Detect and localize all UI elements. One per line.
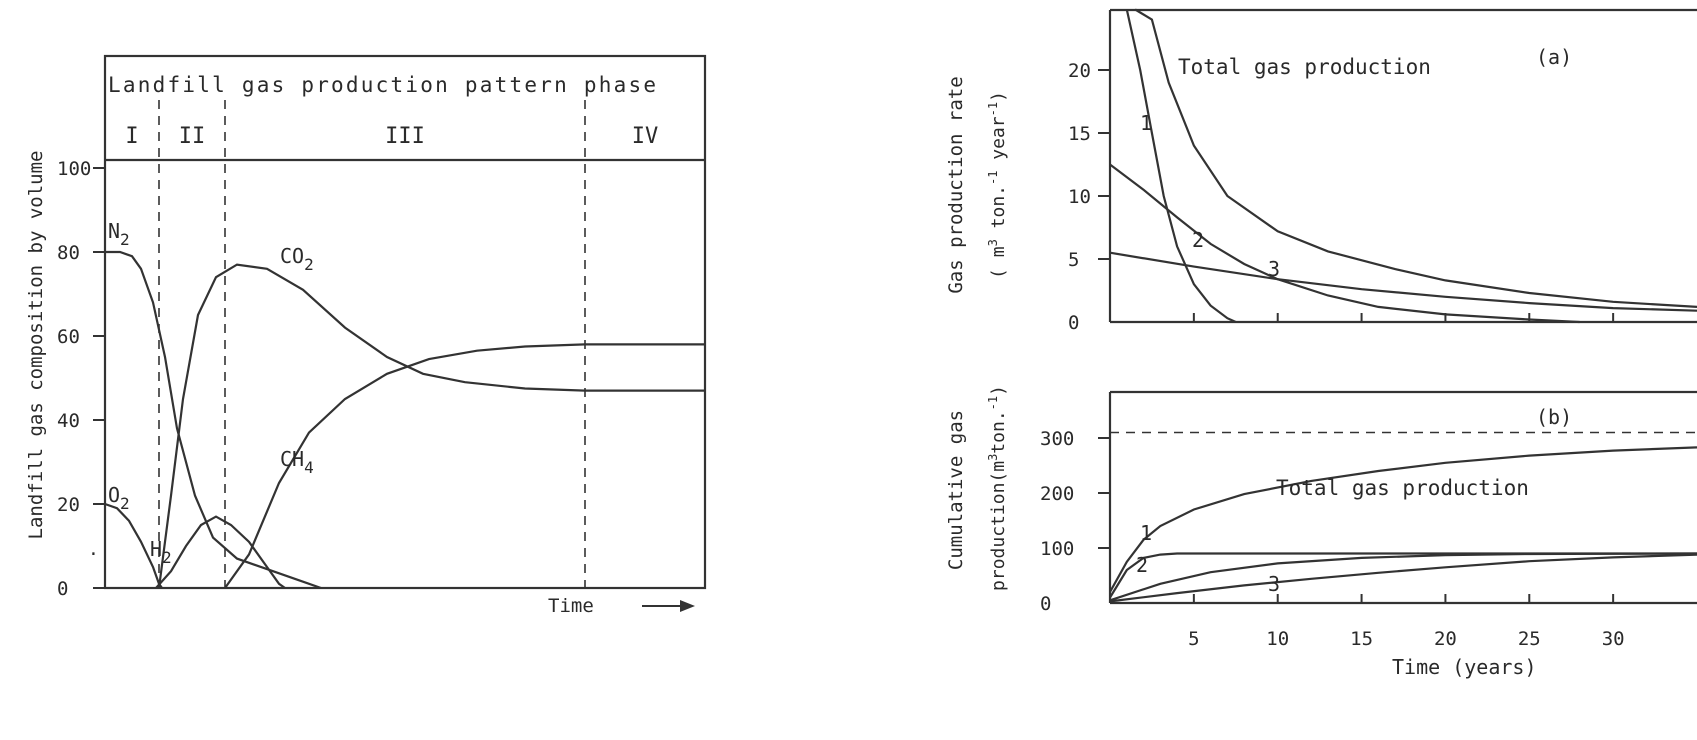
b-series-label-1: 1 [1140,521,1152,545]
b-ytick-label: 100 [1040,538,1074,560]
b-series-label-2: 2 [1136,553,1148,577]
left-ytick-label: 20 [57,494,80,516]
a-ytick-label: 5 [1068,249,1079,271]
series-label-ch4: CH4 [280,447,314,477]
series-ch4-line [224,343,705,589]
b-series-3-line [1109,553,1697,603]
left-ytick-label: 0 [57,578,68,600]
left-ytick-label: 60 [57,326,80,348]
a-ylabel-units: ( m3 ton.-1 year-1) [986,91,1009,279]
series-n2-line [105,250,322,590]
b-series-total-gas-production-line [1109,446,1697,593]
series-h2-line [155,515,286,589]
b-series-1-line [1109,552,1697,599]
b-ylabel: Cumulative gas [945,410,967,570]
phase-label-I: I [125,124,138,149]
a-series-total-gas-production-line [1134,8,1697,308]
a-series-1-line [1125,9,1237,324]
left-ylabel: Landfill gas composition by volume [25,151,47,540]
a-panel-label: (a) [1536,45,1572,69]
chart-b: 0 100 200 300 5 10 15 20 25 30 1 2 3 (b) Total gas… [945,385,1697,679]
b-panel-label: (b) [1536,405,1572,429]
chart-a: 0 5 10 15 20 1 2 3 (a) Total gas production Ga… [945,8,1697,334]
b-xlabel: Time (years) [1392,655,1537,679]
left-plot-frame [103,54,707,590]
a-series-3-line [1109,251,1697,312]
a-annotation: Total gas production [1178,55,1431,79]
series-co2-line [157,263,705,589]
a-ytick-label: 10 [1068,186,1091,208]
series-label-n2: N2 [108,219,130,249]
b-xtick-label: 30 [1602,628,1625,650]
phase-label-II: II [179,124,206,149]
b-series-label-3: 3 [1268,572,1280,596]
b-ytick-label: 200 [1040,483,1074,505]
left-xlabel: Time [548,595,594,617]
left-ytick-label: 80 [57,242,80,264]
left-ytick-label: 40 [57,410,80,432]
time-arrow-icon [642,600,695,612]
b-series-2-line [1109,552,1697,602]
left-title: Landfill gas production pattern phase [108,73,656,97]
a-ytick-label: 20 [1068,60,1091,82]
b-xtick-label: 15 [1350,628,1373,650]
a-series-label-2: 2 [1192,228,1204,252]
series-label-h2: H2 [150,537,172,567]
b-xtick-label: 25 [1518,628,1541,650]
b-xtick-label: 20 [1434,628,1457,650]
a-series-2-line [1109,163,1580,324]
phase-label-III: III [385,124,425,149]
a-series-label-1: 1 [1140,111,1152,135]
a-ytick-label: 15 [1068,123,1091,145]
series-label-co2: CO2 [280,244,314,274]
phase-label-IV: IV [632,124,659,149]
b-ylabel-units: production(m3ton.-1) [986,385,1009,591]
b-ytick-label: 0 [1040,593,1051,615]
left-stray-dot: . [88,539,99,560]
b-annotation: Total gas production [1276,476,1529,500]
b-ytick-label: 300 [1040,428,1074,450]
b-xtick-label: 5 [1188,628,1199,650]
b-xtick-label: 10 [1266,628,1289,650]
left-ytick-label: 100 [57,158,91,180]
a-ytick-label: 0 [1068,312,1079,334]
a-series-label-3: 3 [1268,257,1280,281]
series-label-o2: O2 [108,483,130,513]
a-ylabel: Gas production rate [945,76,967,293]
